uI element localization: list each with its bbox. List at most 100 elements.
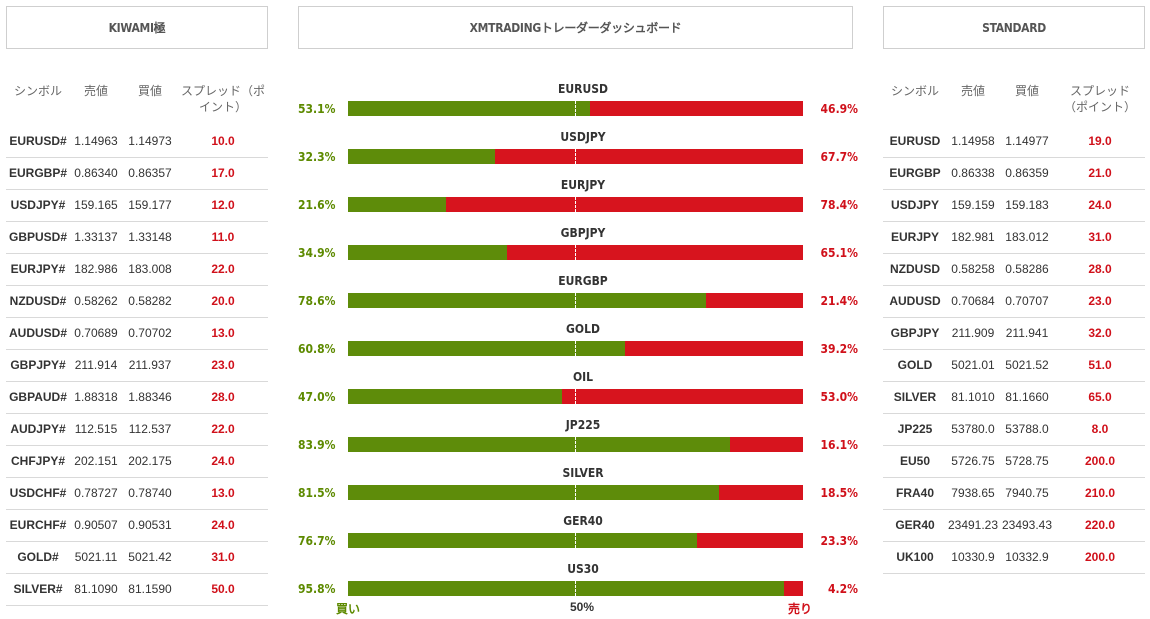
ask-cell: 183.012	[999, 221, 1055, 254]
spread-cell: 31.0	[1055, 221, 1145, 254]
midline	[575, 341, 576, 356]
sell-percent: 16.1%	[820, 438, 858, 452]
symbol-cell: GBPJPY	[883, 317, 947, 350]
bid-cell: 0.58262	[70, 285, 122, 318]
ask-cell: 23493.43	[999, 509, 1055, 542]
sentiment-symbol: OIL	[572, 370, 594, 384]
ask-cell: 7940.75	[999, 477, 1055, 510]
bid-cell: 53780.0	[947, 413, 999, 446]
sentiment-symbol: GBPJPY	[560, 226, 606, 240]
spread-cell: 28.0	[1055, 253, 1145, 286]
bid-cell: 5021.01	[947, 349, 999, 382]
spread-cell: 50.0	[178, 573, 268, 606]
symbol-cell: EURJPY#	[6, 253, 70, 286]
sentiment-bar	[348, 485, 803, 500]
spread-cell: 210.0	[1055, 477, 1145, 510]
dashboard-panel-header: XMTRADINGトレーダーダッシュボード	[298, 6, 853, 49]
spread-cell: 13.0	[178, 477, 268, 510]
bid-cell: 5021.11	[70, 541, 122, 574]
buy-bar-fill	[348, 437, 730, 452]
standard-table: シンボル 売値 買値 スプレッド （ポイント） EURUSD 1.14958 1.1…	[883, 78, 1145, 574]
sentiment-row: GOLD 60.8% 39.2%	[298, 320, 858, 368]
sentiment-row: GBPJPY 34.9% 65.1%	[298, 224, 858, 272]
ask-cell: 81.1590	[122, 573, 178, 606]
bid-cell: 1.14958	[947, 125, 999, 158]
spread-cell: 21.0	[1055, 157, 1145, 190]
ask-cell: 0.86357	[122, 157, 178, 190]
col-symbol: シンボル	[13, 84, 62, 98]
spread-cell: 200.0	[1055, 445, 1145, 478]
buy-bar-fill	[348, 341, 625, 356]
col-bid: 売値	[960, 84, 985, 98]
table-row: CHFJPY# 202.151 202.175 24.0	[6, 445, 268, 478]
bid-cell: 0.86338	[947, 157, 999, 190]
spread-cell: 24.0	[1055, 189, 1145, 222]
sentiment-row: SILVER 81.5% 18.5%	[298, 464, 858, 512]
sell-percent: 21.4%	[820, 294, 858, 308]
spread-cell: 22.0	[178, 413, 268, 446]
spread-cell: 32.0	[1055, 317, 1145, 350]
ask-cell: 53788.0	[999, 413, 1055, 446]
symbol-cell: USDCHF#	[6, 477, 70, 510]
ask-cell: 0.90531	[122, 509, 178, 542]
table-row: GBPJPY# 211.914 211.937 23.0	[6, 349, 268, 382]
sentiment-symbol: JP225	[565, 418, 601, 432]
table-row: EURUSD 1.14958 1.14977 19.0	[883, 125, 1145, 158]
spread-cell: 12.0	[178, 189, 268, 222]
ask-cell: 202.175	[122, 445, 178, 478]
sell-percent: 67.7%	[820, 150, 858, 164]
sell-percent: 18.5%	[820, 486, 858, 500]
buy-bar-fill	[348, 389, 562, 404]
table-row: EURJPY 182.981 183.012 31.0	[883, 221, 1145, 254]
sentiment-row: US30 95.8% 4.2%	[298, 560, 858, 608]
table-row: USDCHF# 0.78727 0.78740 13.0	[6, 477, 268, 510]
sentiment-symbol: GOLD	[566, 322, 600, 336]
sell-percent: 4.2%	[828, 582, 858, 596]
symbol-cell: GER40	[883, 509, 947, 542]
buy-bar-fill	[348, 101, 590, 116]
table-row: EU50 5726.75 5728.75 200.0	[883, 445, 1145, 478]
buy-bar-fill	[348, 197, 447, 212]
symbol-cell: UK100	[883, 541, 947, 574]
sentiment-symbol: SILVER	[562, 466, 604, 480]
sell-percent: 53.0%	[820, 390, 858, 404]
bid-cell: 81.1090	[70, 573, 122, 606]
buy-percent: 76.7%	[298, 534, 336, 548]
buy-bar-fill	[348, 485, 719, 500]
table-row: FRA40 7938.65 7940.75 210.0	[883, 477, 1145, 510]
footer-mid-label: 50%	[570, 600, 595, 614]
footer-buy-label: 買い	[336, 602, 361, 616]
buy-bar-fill	[348, 149, 495, 164]
ask-cell: 183.008	[122, 253, 178, 286]
symbol-cell: EURJPY	[883, 221, 947, 254]
ask-cell: 211.941	[999, 317, 1055, 350]
ask-cell: 5021.42	[122, 541, 178, 574]
symbol-cell: EU50	[883, 445, 947, 478]
sentiment-bar	[348, 533, 803, 548]
sentiment-row: EURJPY 21.6% 78.4%	[298, 176, 858, 224]
spread-cell: 20.0	[178, 285, 268, 318]
sentiment-bar	[348, 101, 803, 116]
buy-percent: 53.1%	[298, 102, 336, 116]
spread-cell: 200.0	[1055, 541, 1145, 574]
buy-bar-fill	[348, 581, 784, 596]
spread-cell: 220.0	[1055, 509, 1145, 542]
spread-cell: 31.0	[178, 541, 268, 574]
ask-cell: 1.14977	[999, 125, 1055, 158]
ask-cell: 1.88346	[122, 381, 178, 414]
symbol-cell: FRA40	[883, 477, 947, 510]
symbol-cell: GOLD	[883, 349, 947, 382]
table-row: GOLD# 5021.11 5021.42 31.0	[6, 541, 268, 574]
sell-percent: 39.2%	[820, 342, 858, 356]
table-row: SILVER# 81.1090 81.1590 50.0	[6, 573, 268, 606]
spread-cell: 51.0	[1055, 349, 1145, 382]
table-row: UK100 10330.9 10332.9 200.0	[883, 541, 1145, 574]
buy-percent: 83.9%	[298, 438, 336, 452]
ask-cell: 5728.75	[999, 445, 1055, 478]
sentiment-symbol: GER40	[563, 514, 603, 528]
bid-cell: 182.981	[947, 221, 999, 254]
bid-cell: 0.78727	[70, 477, 122, 510]
spread-cell: 22.0	[178, 253, 268, 286]
table-row: EURUSD# 1.14963 1.14973 10.0	[6, 125, 268, 158]
ask-cell: 0.58286	[999, 253, 1055, 286]
